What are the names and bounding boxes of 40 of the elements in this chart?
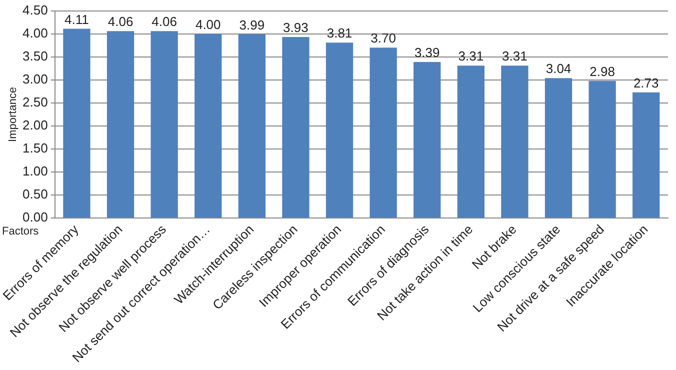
bar	[588, 80, 616, 218]
data-label: 2.73	[633, 75, 659, 90]
data-label: 4.06	[152, 14, 177, 30]
data-label: 3.04	[546, 61, 572, 76]
bar	[194, 34, 222, 218]
bar	[414, 62, 441, 218]
bar	[63, 28, 90, 218]
data-label: 3.39	[414, 45, 440, 60]
bar	[106, 31, 134, 218]
y-tick-label: 0.00	[22, 210, 48, 225]
x-axis-title: Factors	[2, 226, 40, 238]
y-tick-label: 1.50	[22, 140, 48, 156]
data-label: 3.93	[283, 20, 308, 36]
y-axis-title: Importance	[6, 86, 19, 142]
bar	[632, 92, 660, 218]
y-tick-label: 4.00	[22, 25, 48, 40]
y-tick-label: 0.50	[22, 186, 48, 202]
y-tick-label: 4.50	[22, 2, 48, 18]
data-label: 4.00	[195, 16, 221, 32]
data-label: 3.31	[458, 48, 484, 64]
bar	[501, 66, 528, 218]
data-label: 2.98	[590, 64, 615, 79]
bar	[544, 78, 572, 218]
data-label: 3.31	[502, 48, 528, 64]
data-label: 3.70	[370, 30, 396, 46]
bar	[457, 66, 484, 218]
data-label: 4.11	[64, 12, 89, 27]
bar	[282, 37, 310, 218]
bar	[238, 34, 266, 218]
y-tick-label: 1.00	[22, 164, 48, 179]
y-tick-label: 2.50	[22, 94, 48, 110]
bar	[150, 31, 178, 218]
bar	[370, 48, 397, 218]
data-label: 3.99	[239, 17, 265, 32]
bar	[326, 42, 354, 218]
data-label: 3.81	[326, 26, 352, 41]
data-label: 4.06	[108, 14, 134, 30]
y-tick-label: 3.50	[22, 48, 48, 64]
y-tick-label: 3.00	[22, 71, 48, 86]
y-tick-label: 2.00	[22, 118, 48, 133]
